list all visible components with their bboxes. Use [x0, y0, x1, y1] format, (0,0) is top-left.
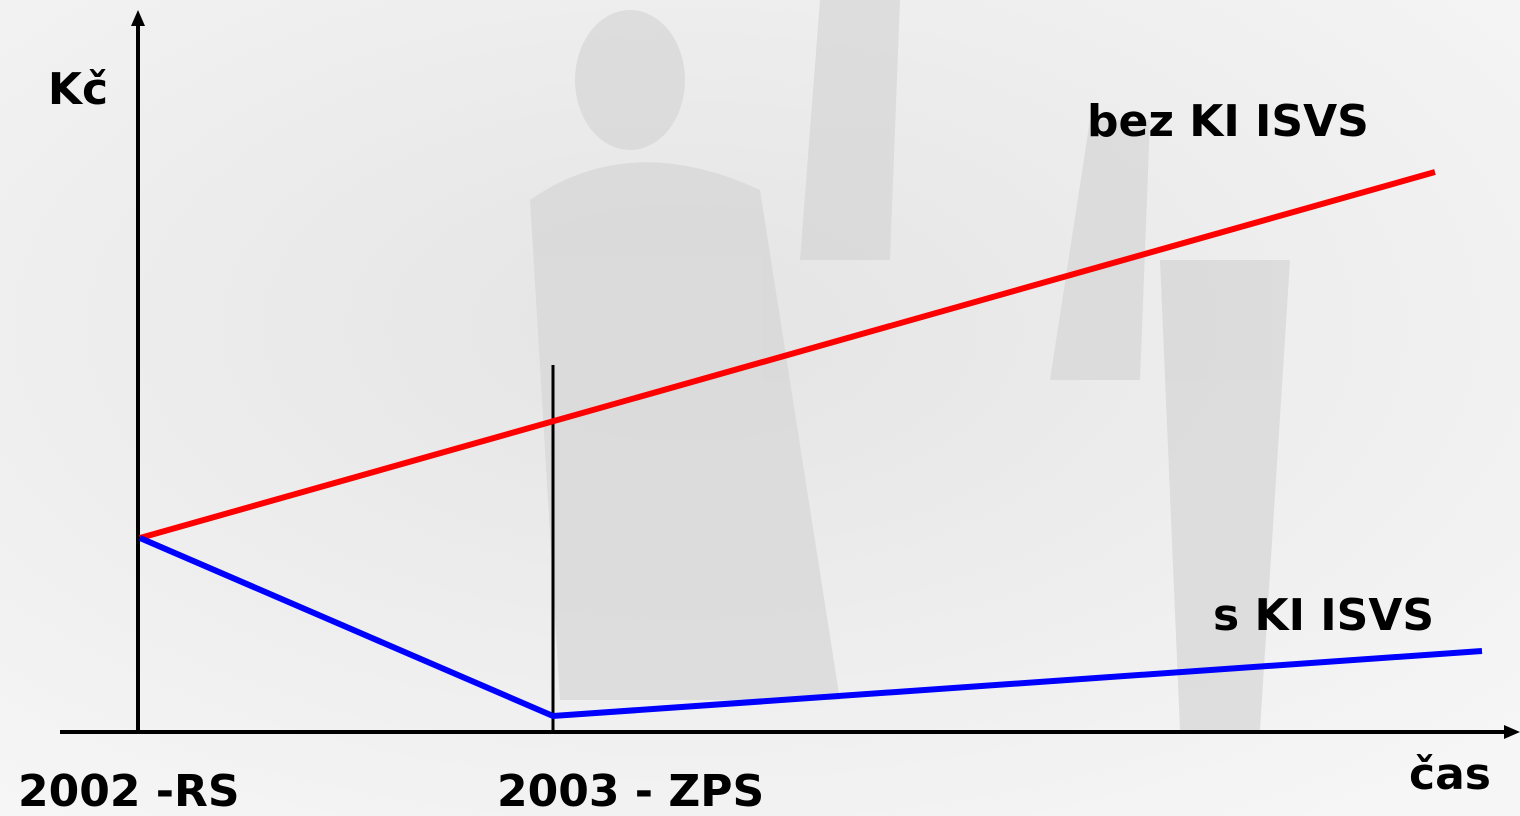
slide: Kč čas 2002 -RS 2003 - ZPS bez KI ISVS s… [0, 0, 1520, 816]
page: Kč čas 2002 -RS 2003 - ZPS bez KI ISVS s… [0, 0, 1520, 816]
milestone-label: 2003 - ZPS [497, 766, 764, 816]
line-label: bez KI ISVS [1087, 96, 1369, 147]
y-axis-label: Kč [48, 64, 108, 115]
x-axis-label: čas [1409, 749, 1491, 800]
line-label: s KI ISVS [1213, 590, 1434, 641]
milestone-label: 2002 -RS [18, 766, 240, 816]
